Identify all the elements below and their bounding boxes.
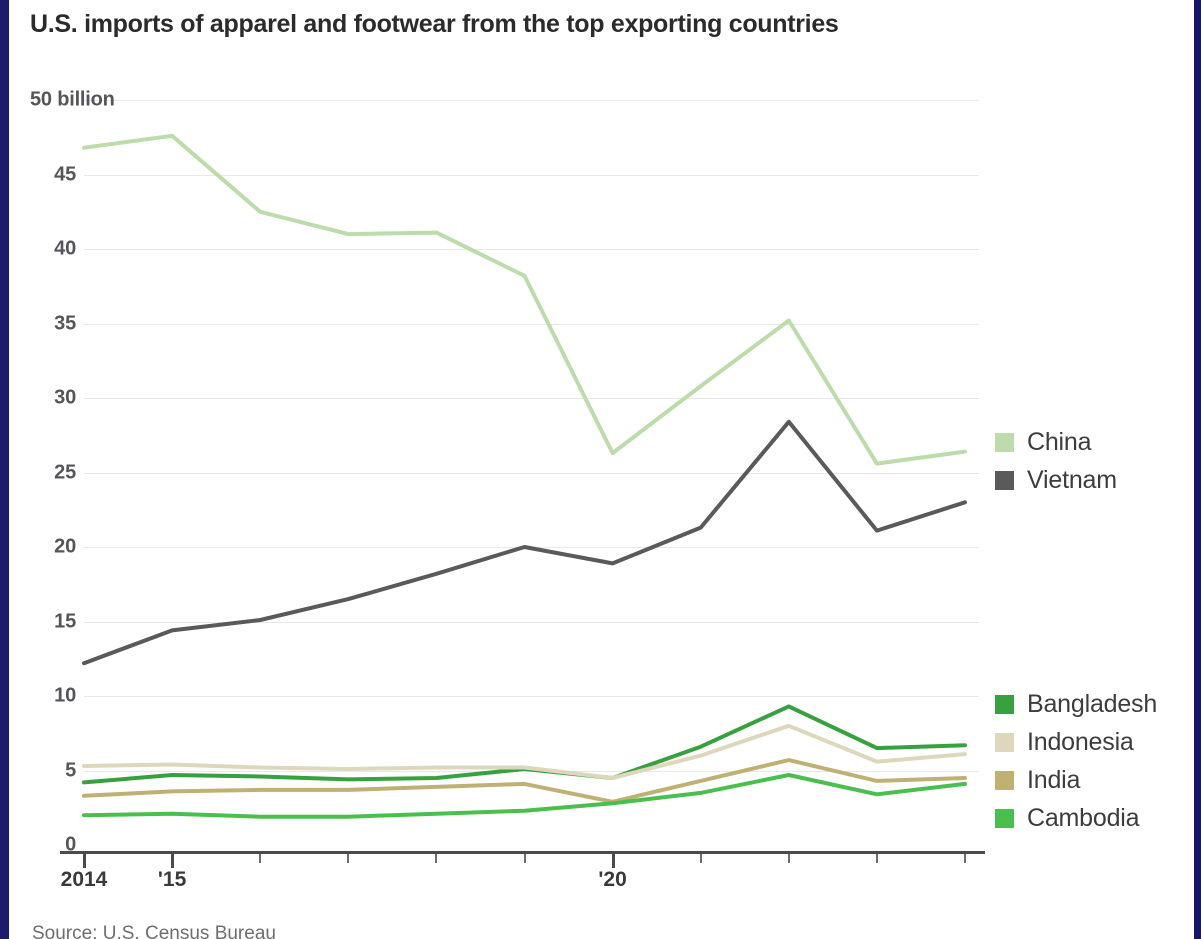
legend-label: India — [1027, 765, 1081, 794]
gridline-30 — [84, 398, 979, 399]
series-line-cambodia — [82, 773, 967, 819]
gridline-45 — [84, 174, 979, 176]
x-axis-tick — [699, 854, 702, 863]
legend-item-india[interactable]: India — [995, 761, 1157, 799]
x-axis-tick — [964, 854, 966, 863]
legend-swatch-icon — [995, 732, 1014, 752]
x-axis-tick — [347, 854, 350, 863]
legend-swatch-icon — [995, 694, 1014, 714]
legend-label: Cambodia — [1027, 803, 1140, 832]
x-axis-tick — [83, 854, 86, 868]
series-line-indonesia — [82, 723, 967, 780]
y-axis-tick-label: 5 — [65, 759, 76, 781]
x-axis-tick — [435, 854, 438, 863]
legend-primary: China Vietnam — [995, 423, 1117, 499]
y-axis-tick-label: 0 — [65, 833, 76, 856]
gridline-40 — [84, 249, 979, 250]
x-axis-tick — [171, 854, 175, 868]
y-axis-tick-label: 15 — [54, 610, 76, 632]
right-border-bar — [1194, 0, 1201, 939]
legend-item-indonesia[interactable]: Indonesia — [995, 723, 1157, 761]
y-axis-tick-label: 10 — [54, 684, 76, 707]
page-title: U.S. imports of apparel and footwear fro… — [30, 10, 839, 38]
legend-swatch-icon — [995, 470, 1014, 490]
series-line-china — [82, 133, 967, 466]
y-axis-tick-label: 35 — [54, 312, 76, 334]
legend-label: Indonesia — [1027, 727, 1134, 756]
y-axis-tick-label: 50 billion — [30, 88, 115, 111]
legend-item-cambodia[interactable]: Cambodia — [995, 799, 1157, 837]
source-note: Source: U.S. Census Bureau — [32, 923, 276, 939]
x-axis-tick-label: 2014 — [60, 868, 108, 891]
y-axis-tick-label: 25 — [54, 461, 76, 483]
legend-item-vietnam[interactable]: Vietnam — [995, 461, 1117, 499]
x-axis-tick-label: '15 — [157, 868, 187, 891]
gridline-15 — [84, 621, 979, 623]
y-axis-tick-label: 20 — [54, 535, 76, 558]
legend-swatch-icon — [995, 432, 1014, 452]
legend-item-bangladesh[interactable]: Bangladesh — [995, 685, 1157, 723]
left-border-bar — [0, 0, 9, 939]
gridline-35 — [84, 323, 979, 325]
y-axis-tick-label: 40 — [54, 237, 76, 260]
x-axis-tick — [523, 854, 526, 863]
legend-label: Vietnam — [1027, 465, 1117, 494]
series-line-vietnam — [82, 419, 967, 666]
legend-swatch-icon — [995, 770, 1014, 790]
x-axis-tick — [611, 854, 615, 868]
y-axis-tick-label: 30 — [54, 386, 76, 409]
x-axis-tick-label: '20 — [598, 868, 627, 891]
legend-item-china[interactable]: China — [995, 423, 1117, 461]
gridline-10 — [84, 696, 979, 697]
gridline-25 — [84, 472, 979, 474]
legend-label: Bangladesh — [1027, 689, 1158, 718]
x-axis-tick — [875, 854, 878, 863]
y-axis-tick-label: 45 — [54, 163, 76, 185]
x-axis-tick — [787, 854, 790, 863]
gridline-50 — [84, 100, 979, 101]
legend-swatch-icon — [995, 808, 1014, 828]
legend-secondary: Bangladesh Indonesia India Cambodia — [995, 685, 1157, 837]
x-axis-tick — [259, 854, 262, 863]
series-line-india — [82, 758, 967, 804]
x-axis-line — [60, 851, 985, 854]
legend-label: China — [1027, 427, 1092, 456]
